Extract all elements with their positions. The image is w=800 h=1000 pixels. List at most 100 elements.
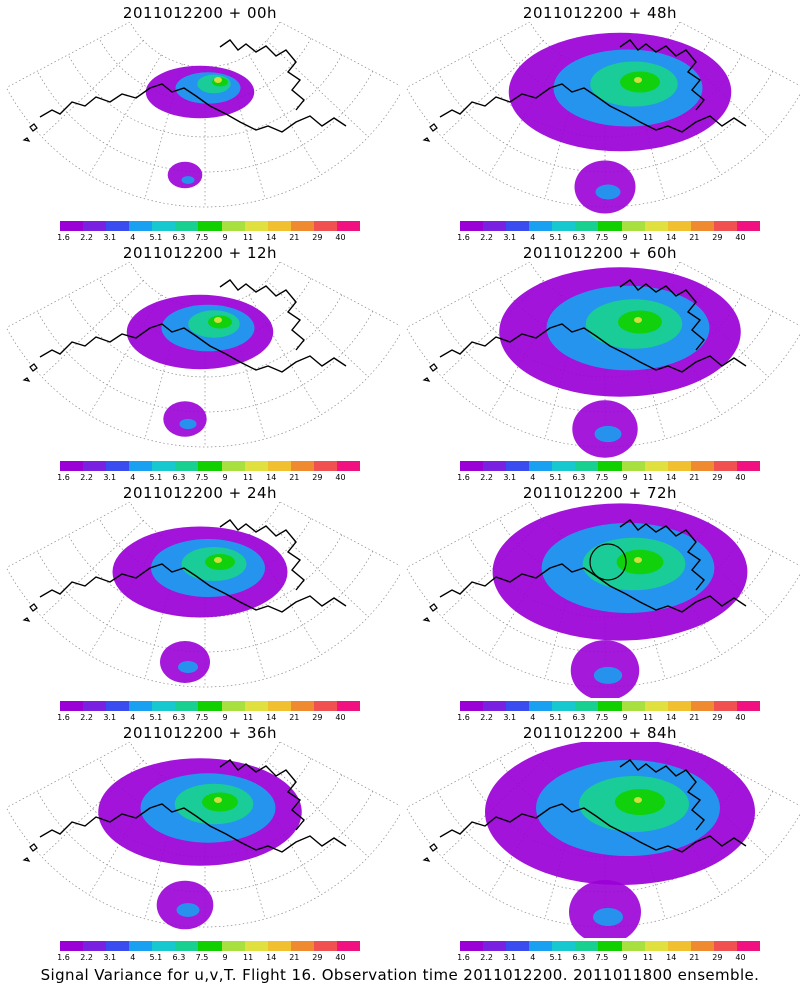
colorbar-tick-label: 14 [666,713,677,722]
colorbar-swatch [552,941,576,951]
colorbar-swatch [736,701,761,711]
colorbar-tick-label: 3.1 [103,473,117,482]
colorbar-tick-label: 11 [243,233,254,242]
variance-map [6,22,400,208]
colorbar-swatch [198,941,222,951]
variance-contour [176,903,200,917]
colorbar-tick-label: 14 [666,953,677,962]
longitude-line [648,294,722,416]
colorbar-swatch [483,461,507,471]
colorbar-tick-label: 4 [130,713,136,722]
variance-contour [595,184,621,200]
coastline [22,843,38,862]
colorbar-swatch [175,461,199,471]
colorbar-ticks: 1.6 2.2 3.1 4 5.1 6.3 7.5 9 11 14 21 29 40 [457,953,760,963]
longitude-line [88,534,162,656]
longitude-line [279,262,400,327]
longitude-line [227,783,266,919]
map-panel: 2011012200 + 24h 1.6 2.2 3.1 4 5.1 6.3 7.5 9 11 14… [0,480,400,722]
variance-contour [593,908,623,926]
colorbar-ticks: 1.6 2.2 3.1 4 5.1 6.3 7.5 9 11 14 21 29 40 [57,473,360,483]
colorbar-tick-label: 2.2 [80,473,93,482]
longitude-line [648,534,722,656]
colorbar-swatch [83,941,107,951]
colorbar-swatch [667,701,691,711]
colorbar-swatch [244,461,268,471]
variance-contour [179,418,197,430]
colorbar-tick-label: 14 [266,713,277,722]
longitude-line [279,22,400,87]
map-panel: 2011012200 + 84h 1.6 2.2 3.1 4 5.1 6.3 7.5 9 11 14… [400,720,800,963]
longitude-line [666,40,769,138]
panel-title: 2011012200 + 84h [522,724,678,742]
colorbar-tick-label: 5.1 [149,233,163,242]
colorbar-tick-label: 6.3 [172,233,186,242]
colorbar-swatch [129,221,153,231]
colorbar [60,701,361,711]
colorbar-tick-label: 29 [312,713,323,722]
colorbar-tick-label: 7.5 [595,953,609,962]
colorbar-swatch [736,461,761,471]
coastline [619,519,705,591]
colorbar-tick-label: 4 [530,713,536,722]
colorbar-tick-label: 5.1 [549,713,563,722]
colorbar-tick-label: 2.2 [80,713,93,722]
map-panel: 2011012200 + 60h 1.6 2.2 3.1 4 5.1 6.3 7.5 9 11 14… [400,240,800,482]
longitude-line [88,294,162,416]
colorbar-tick-label: 3.1 [103,953,117,962]
latitude-line [129,22,281,68]
longitude-line [544,63,583,199]
colorbar-swatch [198,221,222,231]
colorbar-swatch [598,461,622,471]
colorbar-swatch [290,221,314,231]
panel-title: 2011012200 + 48h [522,4,678,22]
longitude-line [441,40,544,138]
colorbar-tick-label: 40 [735,233,746,242]
longitude-line [666,280,769,378]
colorbar-tick-label: 2.2 [80,233,93,242]
colorbar [460,461,761,471]
variance-contour [163,401,207,437]
longitude-line [679,502,800,567]
longitude-line [266,280,369,378]
colorbar-swatch [621,461,645,471]
longitude-line [406,742,531,808]
longitude-line [544,303,583,439]
colorbar-swatch [152,221,176,231]
longitude-line [441,760,544,858]
colorbar-tick-label: 11 [643,473,654,482]
colorbar-tick-label: 9 [222,953,228,962]
coastline [22,603,38,622]
longitude-line [248,54,322,176]
longitude-line [627,303,666,439]
colorbar-tick-label: 40 [335,713,346,722]
colorbar-swatch [506,461,530,471]
colorbar-tick-label: 3.1 [503,473,517,482]
longitude-line [441,520,544,618]
latitude-line [98,38,312,103]
colorbar-tick-label: 40 [335,953,346,962]
map-panel: 2011012200 + 36h 1.6 2.2 3.1 4 5.1 6.3 7.5 9 11 14… [0,720,400,962]
coastline [422,123,438,142]
longitude-line [488,774,562,896]
colorbar-swatch [690,941,714,951]
colorbar-tick-label: 11 [643,233,654,242]
colorbar-swatch [267,701,291,711]
colorbar-swatch [198,701,222,711]
colorbar [60,221,361,231]
colorbar-tick-label: 6.3 [172,473,186,482]
colorbar-swatch [267,461,291,471]
longitude-line [88,774,162,896]
coastline [439,803,747,853]
colorbar-swatch [690,461,714,471]
colorbar-swatch [529,701,553,711]
colorbar-swatch [529,221,553,231]
colorbar-swatch [221,221,245,231]
colorbar-tick-label: 29 [712,473,723,482]
latitude-line [6,87,400,208]
colorbar-tick-label: 4 [130,233,136,242]
colorbar-tick-label: 14 [266,953,277,962]
coastline [619,759,705,831]
colorbar-tick-label: 11 [243,713,254,722]
variance-contour [214,77,222,83]
